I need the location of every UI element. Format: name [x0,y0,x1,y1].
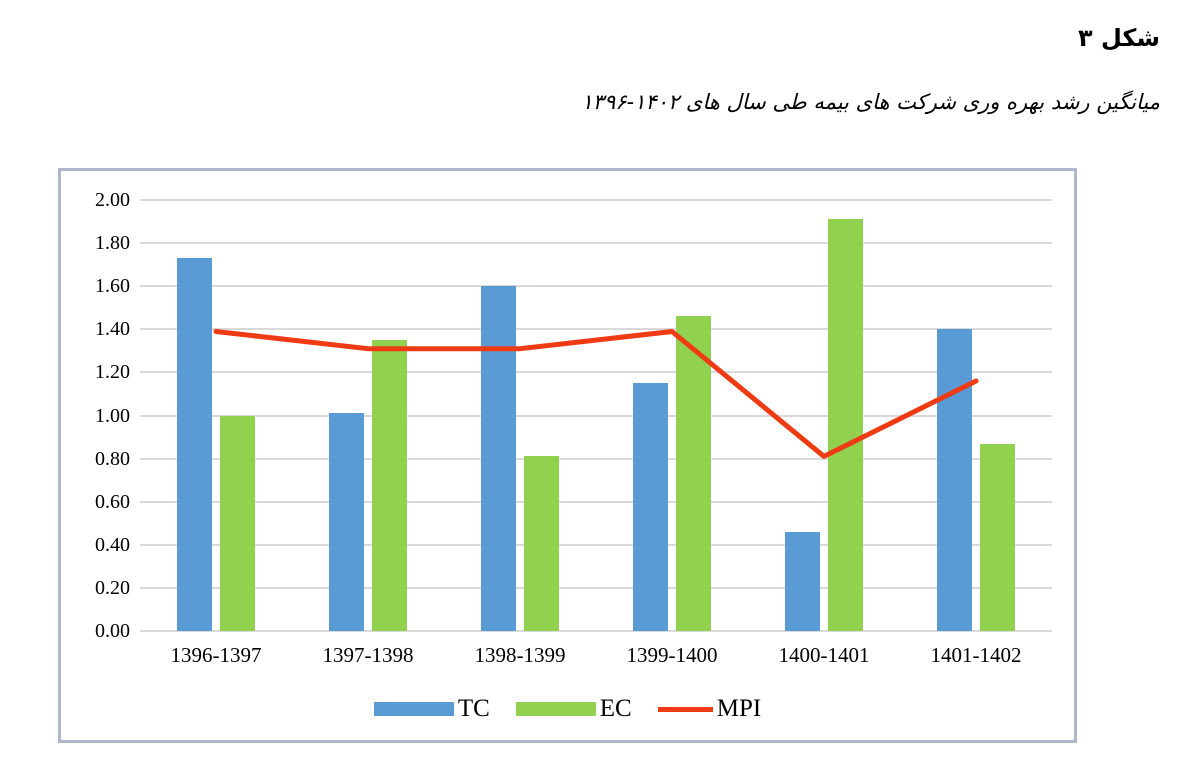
gridline [140,543,1052,546]
bar-tc [937,329,972,631]
line-series-layer [213,329,979,459]
legend-swatch-mpi [657,706,713,712]
bar-ec [372,340,407,631]
x-axis-category-label: 1396-1397 [170,643,262,667]
bar-tc [481,286,516,631]
chart-legend: TC EC MPI [61,695,1074,723]
legend-label-tc: TC [457,695,490,722]
plot-area: 0.00 0.20 0.40 0.60 0.80 1.00 1.20 1.40 1.60 1.80… [95,189,1052,667]
figure-caption: میانگین رشد بهره وری شرکت های بیمه طی سا… [581,90,1160,114]
bar-ec [524,456,559,631]
gridline [140,371,1052,374]
gridline [140,199,1052,201]
y-axis-tick-label: 0.60 [95,490,130,513]
y-axis-tick-label: 1.40 [95,318,130,341]
legend-swatch-ec [515,702,596,716]
bar-ec [676,316,711,631]
gridline [140,630,1052,632]
bar-tc [633,383,668,631]
line-mpi [213,329,979,459]
legend-item-tc: TC [373,695,490,723]
x-axis-category-label: 1397-1398 [322,643,414,667]
x-axis-category-label: 1401-1402 [930,643,1022,667]
bar-ec [980,443,1015,631]
gridline [140,328,1052,331]
y-axis-tick-label: 0.00 [95,620,130,642]
legend-swatch-tc [373,702,454,716]
gridline [140,586,1052,589]
legend-label-mpi: MPI [716,695,762,722]
chart-frame: 0.00 0.20 0.40 0.60 0.80 1.00 1.20 1.40 1.60 1.80… [58,168,1077,743]
figure-label: شکل ۳ [1078,24,1160,52]
gridline [140,414,1052,417]
y-axis-tick-label: 2.00 [95,189,130,211]
x-axis-category-label: 1400-1401 [778,643,870,667]
legend-label-ec: EC [599,695,632,722]
legend-item-ec: EC [515,695,632,723]
legend-item-mpi: MPI [657,695,762,723]
y-axis-tick-label: 1.80 [95,232,130,255]
y-axis-tick-label: 1.60 [95,275,130,298]
x-axis-category-label: 1399-1400 [626,643,718,667]
bar-tc [785,531,820,631]
gridline [140,242,1052,245]
bar-tc [329,413,364,631]
y-axis-tick-label: 1.00 [95,404,130,427]
bar-ec [828,219,863,631]
y-axis-tick-label: 0.20 [95,576,130,599]
y-axis-tick-label: 0.40 [95,533,130,556]
bar-tc [177,258,212,631]
gridline [140,285,1052,288]
y-axis-tick-label: 0.80 [95,447,130,470]
y-axis-tick-label: 1.20 [95,361,130,384]
gridline [140,500,1052,503]
gridline [140,457,1052,460]
bar-ec [220,415,255,631]
x-axis-category-label: 1398-1399 [474,643,566,667]
